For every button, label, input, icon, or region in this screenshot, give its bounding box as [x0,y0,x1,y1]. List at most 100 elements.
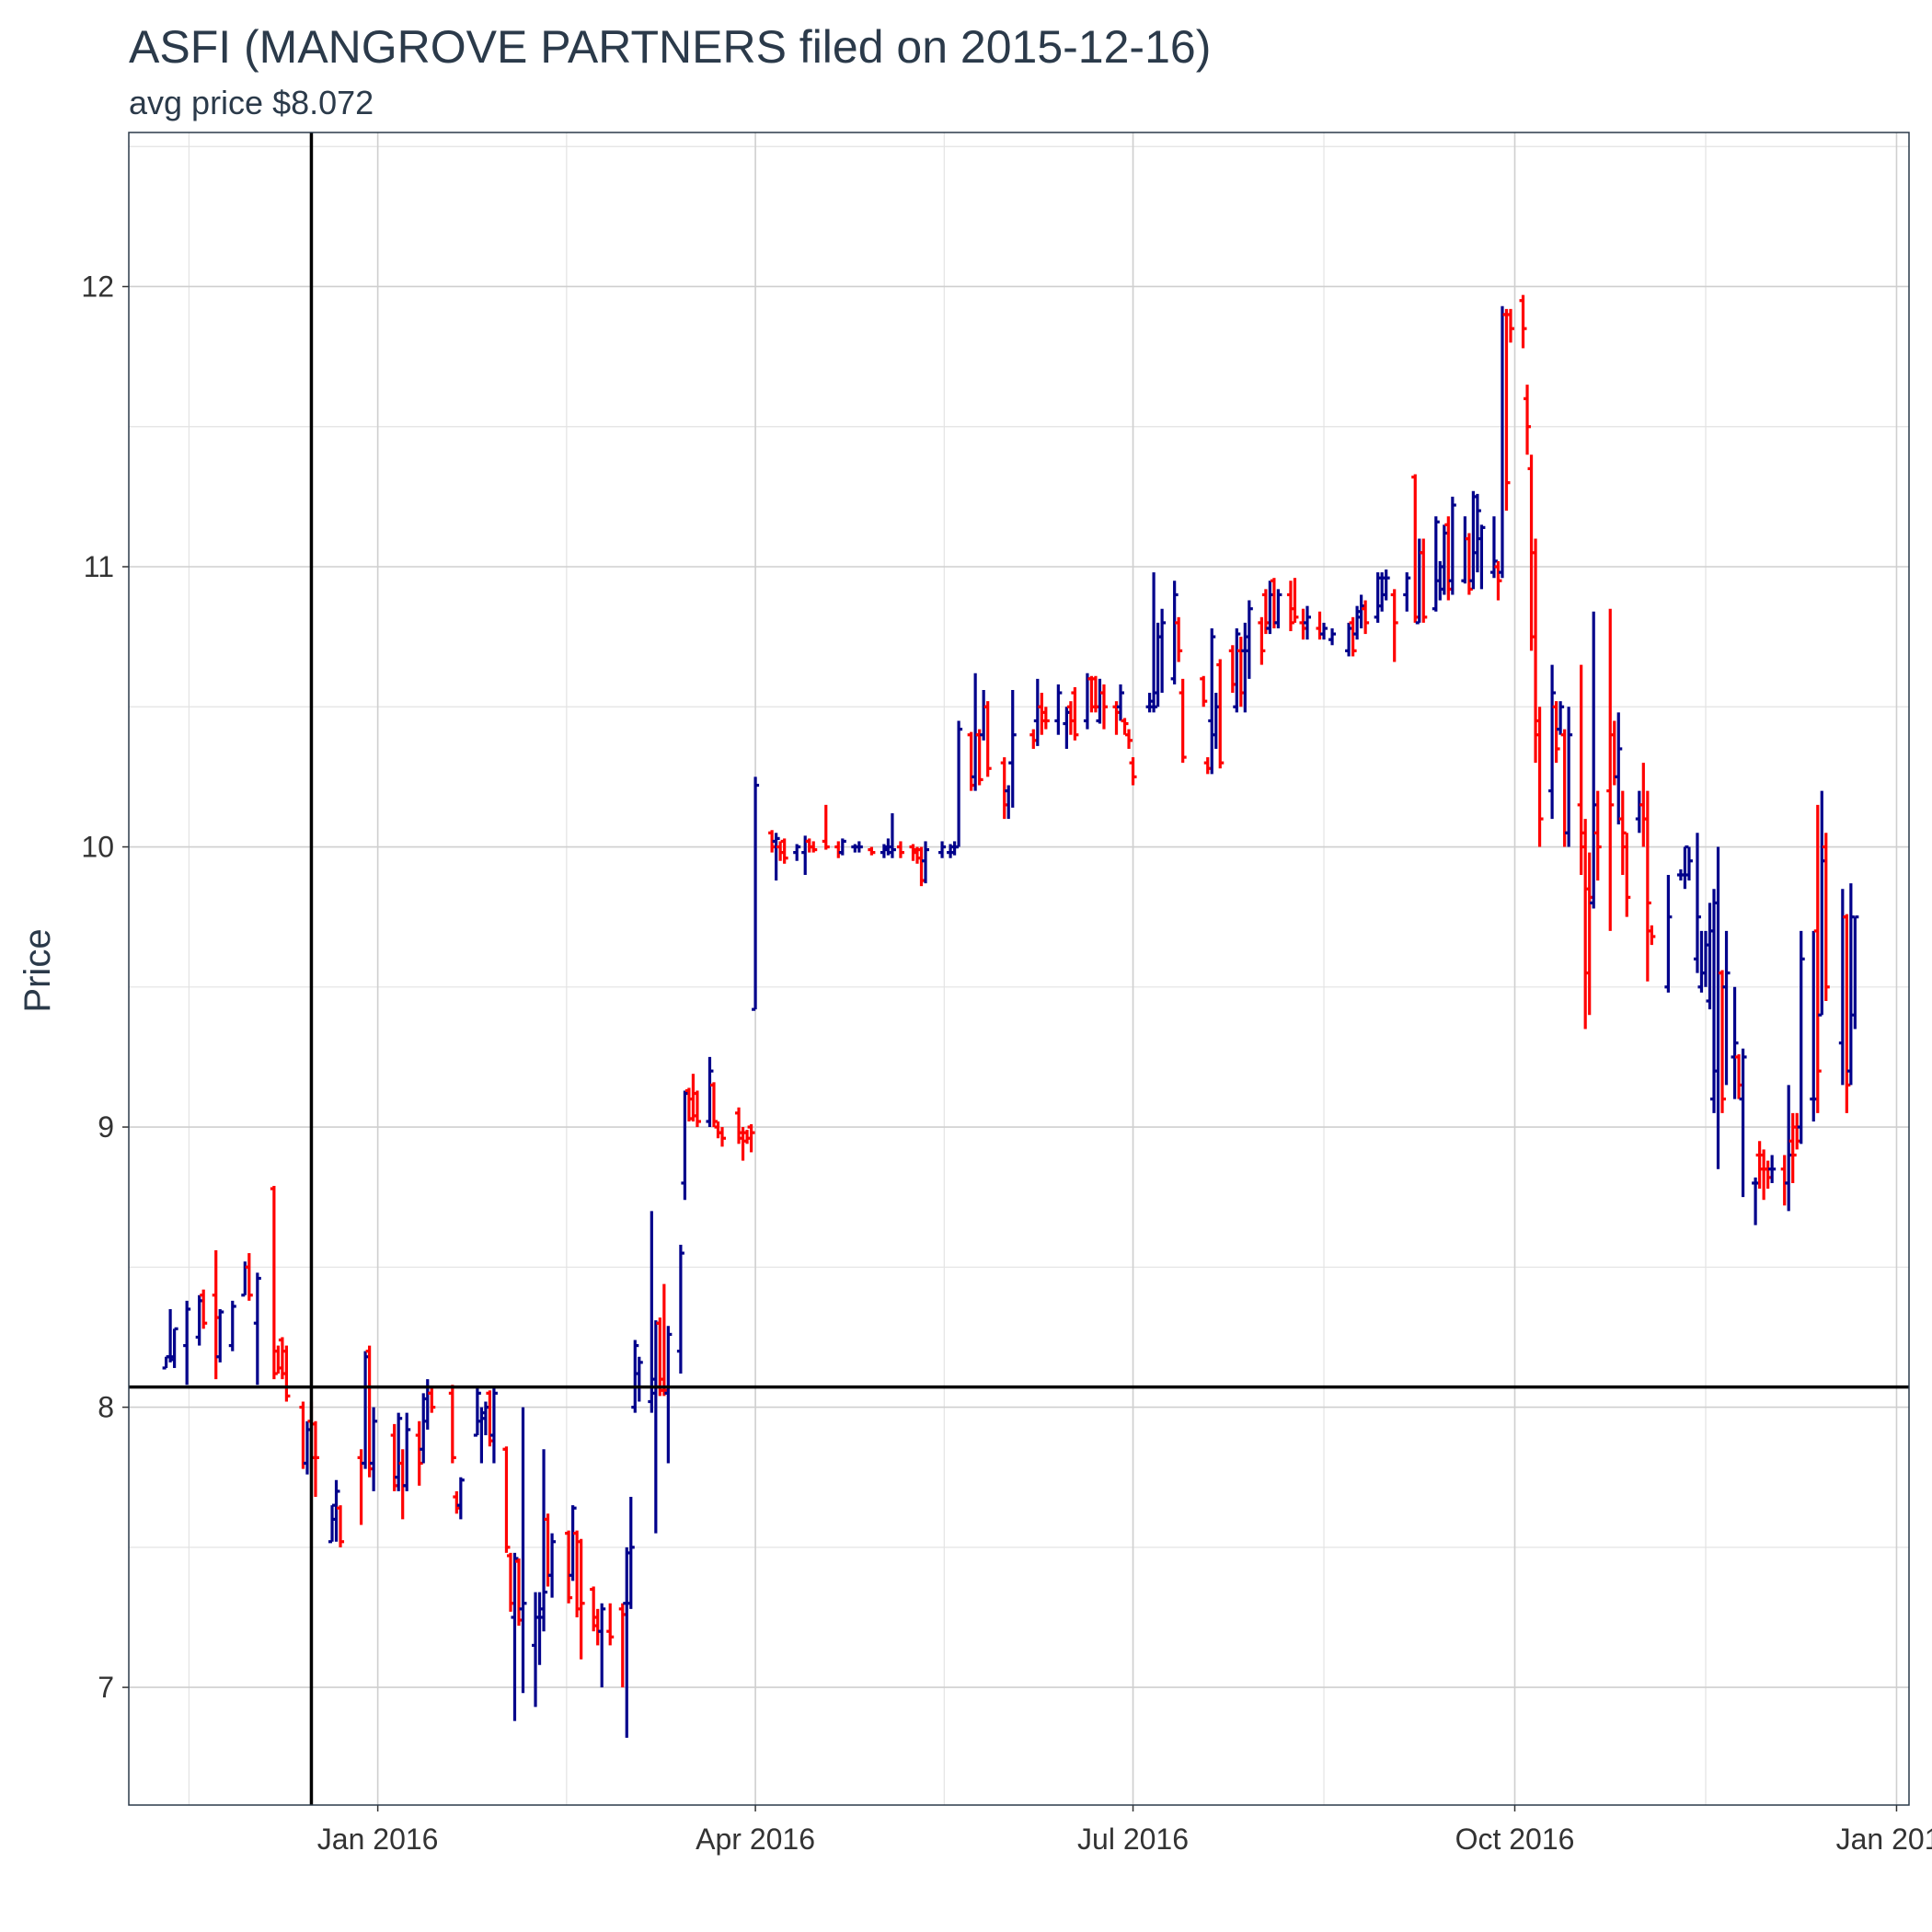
ohlc-bar [1524,385,1531,454]
ohlc-bar [1320,623,1328,639]
x-tick-label: Apr 2016 [696,1823,815,1856]
ohlc-bar [507,1553,514,1612]
ohlc-bar [1229,645,1236,693]
ohlc-bar [1843,914,1850,1113]
ohlc-bar [856,841,863,852]
ohlc-bar [1233,628,1240,712]
ohlc-bar [955,720,962,846]
y-tick-label: 12 [81,270,114,303]
ohlc-bar [1507,309,1514,343]
ohlc-bar [636,1357,643,1402]
ohlc-bar [362,1351,369,1469]
ohlc-bar [1557,701,1564,735]
ohlc-bar [1271,578,1278,628]
ohlc-bar [661,1284,668,1397]
ohlc-bar [1548,665,1556,819]
ohlc-bar [1810,931,1817,1121]
ohlc-bar [519,1408,526,1694]
ohlc-bar [1685,847,1693,881]
ohlc-bar [714,1121,721,1138]
ohlc-bar [1420,539,1427,623]
ohlc-bar [773,833,780,880]
ohlc-bar [1117,684,1124,721]
x-tick-label: Jan 2017 [1836,1823,1932,1856]
ohlc-bar [1175,617,1182,662]
ohlc-bar [706,1057,713,1127]
ohlc-bar [416,1421,423,1486]
ohlc-bar [196,1295,203,1346]
ohlc-bar [1697,931,1705,993]
ohlc-bar [453,1491,460,1513]
ohlc-bar [333,1480,340,1542]
ohlc-bar [1444,516,1452,600]
ohlc-bar [1067,701,1075,735]
ohlc-bar [598,1604,605,1687]
y-tick-label: 10 [81,831,114,864]
ohlc-bar [1818,791,1825,1016]
ohlc-bar [1499,306,1506,578]
ohlc-bar [1009,690,1017,808]
ohlc-bar [1171,581,1179,684]
ohlc-bar [1702,931,1709,987]
ohlc-bar [834,841,842,857]
ohlc-bar [1798,931,1805,1144]
ohlc-bar [1636,791,1643,834]
ohlc-bar [664,1326,672,1463]
ohlc-bar [1001,757,1008,819]
ohlc-bar [822,805,830,850]
ohlc-bar [1765,1161,1772,1189]
ohlc-bar [403,1413,410,1491]
ohlc-bar [735,1108,742,1144]
ohlc-bar [1789,1113,1797,1183]
ohlc-bar [569,1505,577,1581]
ohlc-bar [167,1309,174,1363]
ohlc-bar [515,1558,523,1626]
ohlc-bar [337,1505,344,1547]
x-tick-label: Oct 2016 [1455,1823,1575,1856]
ohlc-bar [1586,853,1593,1016]
ohlc-bar [980,690,987,741]
ohlc-bar [1553,701,1560,763]
ohlc-bar [1710,889,1718,1113]
ohlc-bar [1158,609,1166,693]
ohlc-bar [868,847,875,856]
ohlc-bar [536,1593,544,1665]
ohlc-bar [1216,660,1224,769]
ohlc-bar [1291,578,1298,623]
ohlc-bar [1403,572,1410,612]
ohlc-bar [1287,581,1294,631]
ohlc-bar [1469,491,1477,590]
ohlc-bar [1760,1149,1767,1200]
ohlc-bar [1639,763,1647,846]
ohlc-bar [328,1505,336,1542]
ohlc-bar [1740,1049,1747,1197]
ohlc-bar [1606,609,1614,931]
ohlc-bar [490,1387,498,1463]
ohlc-bar [1274,589,1282,628]
ohlc-bar [1063,707,1070,749]
ohlc-bar [1179,679,1187,763]
ohlc-bar [274,1346,282,1374]
ohlc-bar [366,1346,374,1478]
ohlc-bar [968,732,975,791]
ohlc-bar [1502,309,1510,511]
ohlc-bar [420,1393,427,1463]
ohlc-bar [1478,524,1485,589]
ohlc-bar [1350,617,1357,657]
ohlc-bar [1034,679,1041,746]
ohlc-bar [752,776,759,1009]
ohlc-bar [1374,572,1382,623]
ohlc-bar [631,1340,638,1412]
ohlc-bar [1461,516,1468,583]
ohlc-bar [984,701,992,776]
reference-lines [129,132,1909,1805]
ohlc-bar [1432,516,1440,612]
ohlc-bar [606,1604,614,1646]
ohlc-bar [1383,569,1390,600]
ohlc-bar [1619,791,1627,875]
ohlc-bar [1719,971,1726,1113]
x-tick-label: Jan 2016 [317,1823,439,1856]
ohlc-bar [1449,497,1456,595]
ohlc-bar [1578,665,1585,875]
